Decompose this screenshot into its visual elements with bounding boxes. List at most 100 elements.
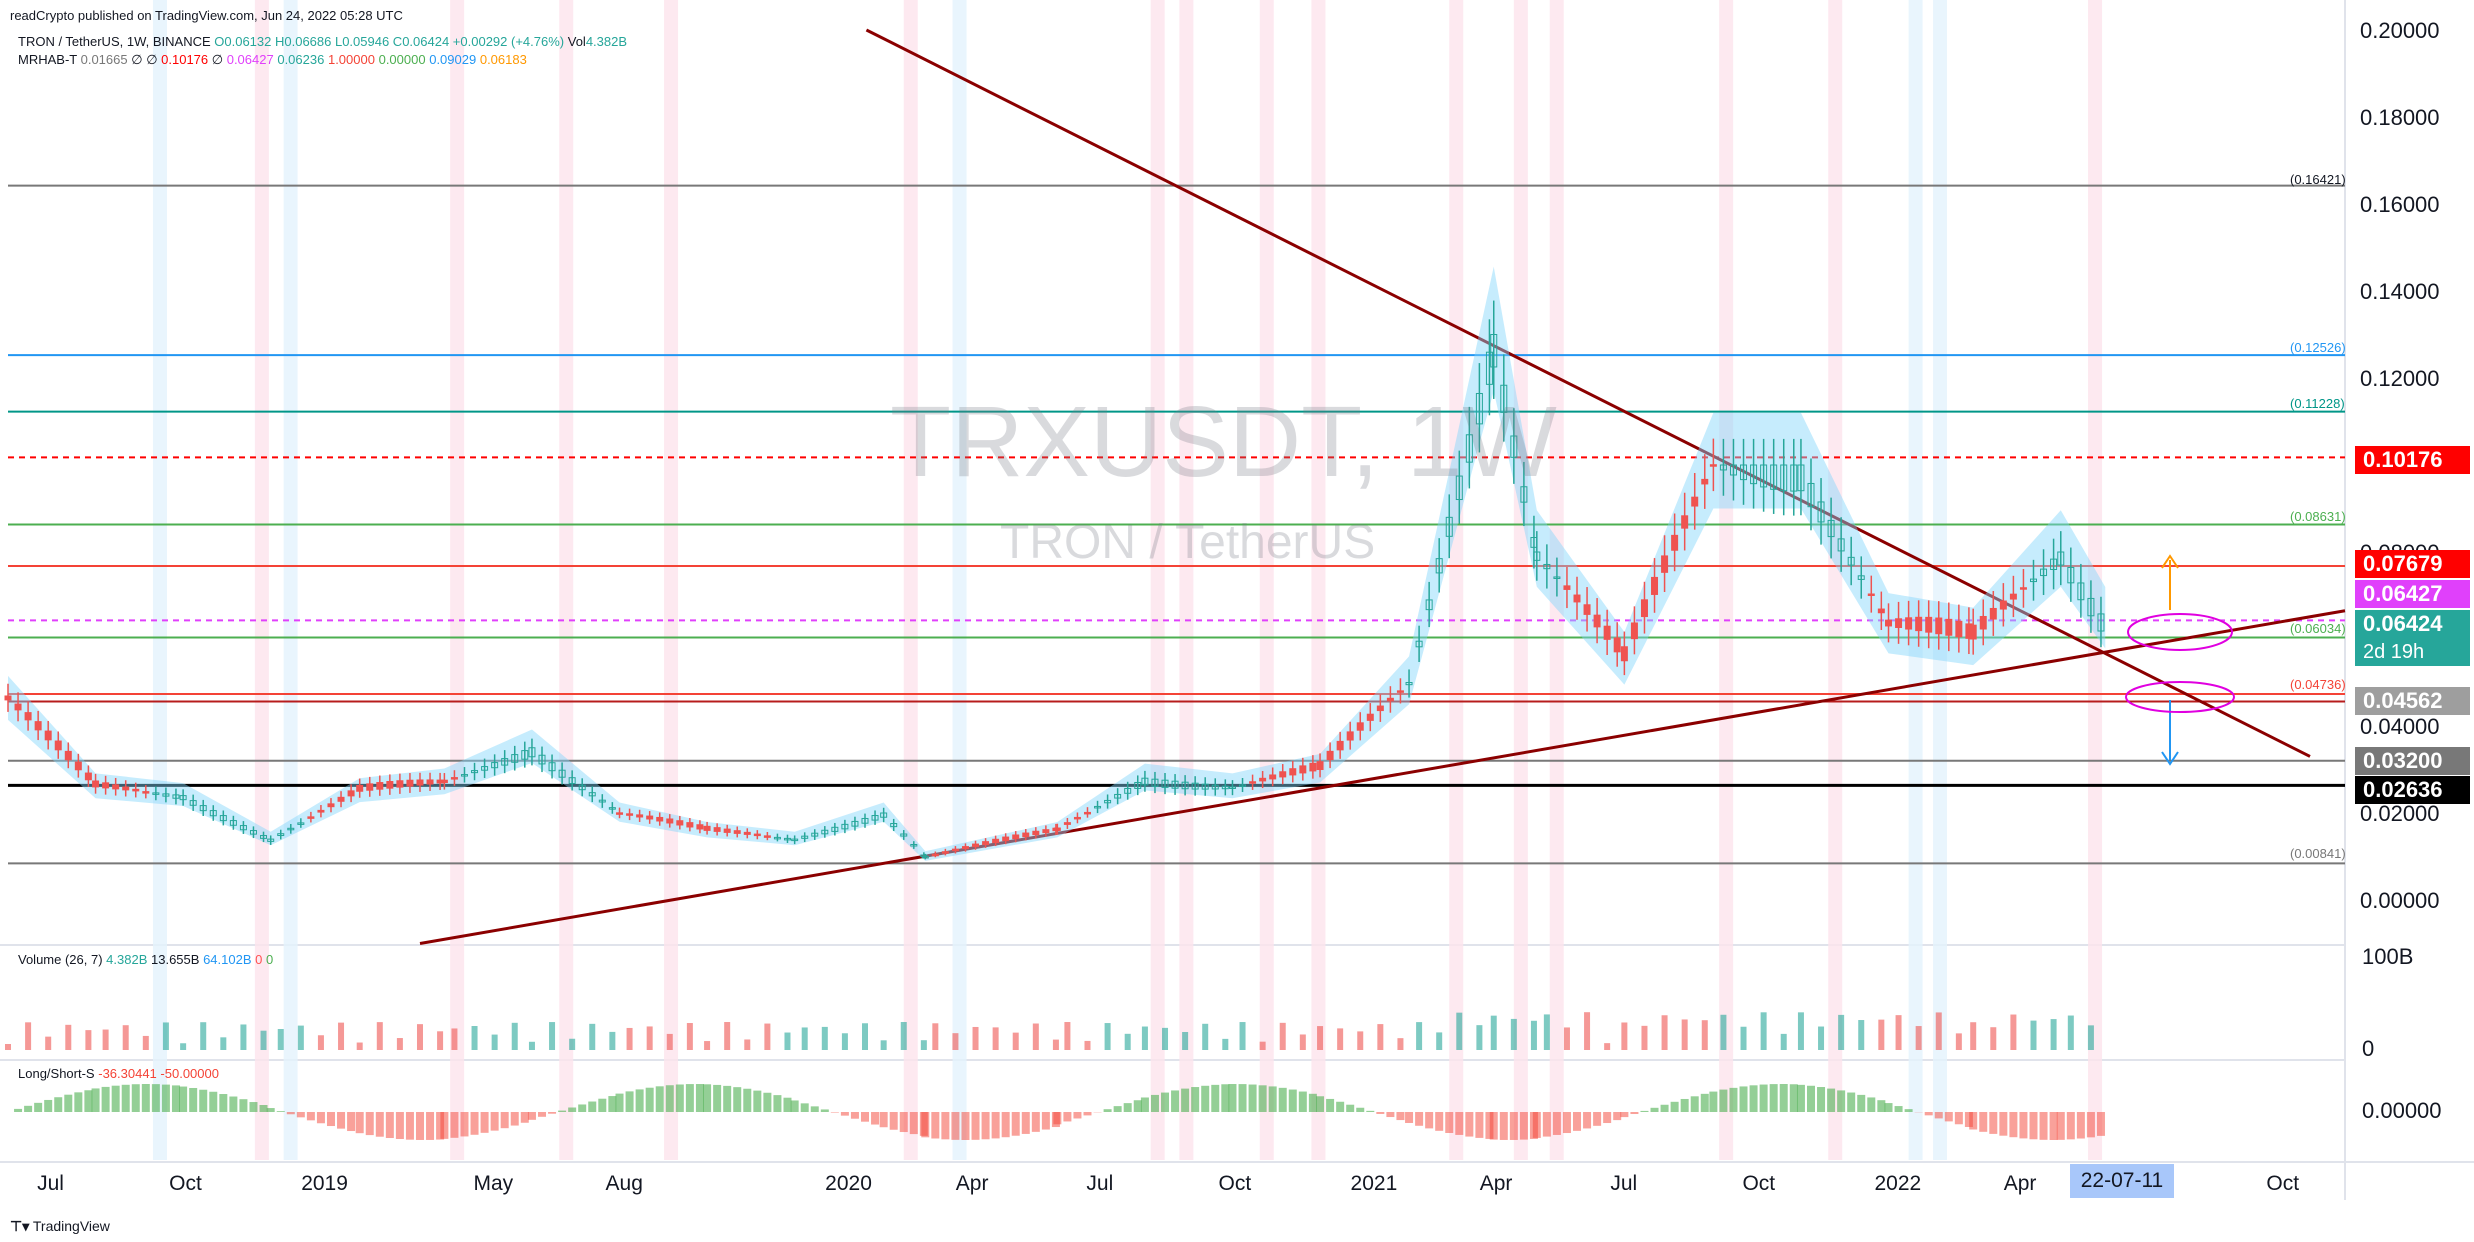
ls-bar-52	[510, 1112, 519, 1126]
candle-body-81	[791, 838, 799, 842]
indicator-value-9: 0.09029	[429, 52, 477, 67]
ls-bar-123	[1191, 1087, 1200, 1112]
volume-bar-76	[744, 1039, 751, 1050]
candle-body-8	[84, 772, 92, 781]
indicator-legend[interactable]: MRHAB-T 0.01665 ∅ ∅ 0.10176 ∅ 0.06427 0.…	[18, 52, 527, 68]
candle-body-31	[307, 816, 315, 819]
ls-bar-114	[1103, 1109, 1112, 1112]
symbol-legend[interactable]: TRON / TetherUS, 1W, BINANCE O0.06132 H0…	[18, 34, 627, 49]
volume-bar-92	[900, 1022, 907, 1050]
volume-bar-78	[764, 1023, 771, 1050]
candle-body-166	[1603, 625, 1611, 640]
ls-bar-46	[450, 1112, 459, 1138]
candle-body-99	[961, 846, 969, 850]
volume-bar-64	[626, 1027, 633, 1050]
ls-bar-190	[1837, 1090, 1846, 1112]
ls-bar-151	[1465, 1112, 1474, 1137]
candle-body-141	[1366, 713, 1374, 721]
candle-body-5	[54, 740, 62, 751]
candle-body-119	[1151, 778, 1159, 787]
candle-body-197	[1905, 617, 1913, 630]
ls-bar-203	[1964, 1112, 1973, 1127]
candle-body-42	[416, 779, 424, 786]
volume-bar-110	[1064, 1022, 1071, 1050]
volume-bar-126	[1222, 1038, 1229, 1050]
ls-bar-168	[1620, 1112, 1629, 1118]
highlight-stripe-7	[952, 0, 967, 1160]
volume-bar-164	[1584, 1012, 1591, 1050]
ls-bar-207	[1999, 1112, 2008, 1136]
volume-bar-14	[142, 1035, 149, 1050]
volume-bar-88	[861, 1023, 868, 1050]
candle-body-170	[1640, 599, 1648, 618]
highlight-stripe-17	[1908, 0, 1923, 1160]
volume-bar-184	[1780, 1033, 1787, 1050]
volume-bar-100	[972, 1026, 979, 1050]
candle-body-168	[1620, 646, 1628, 662]
ls-bar-45	[440, 1112, 449, 1139]
candle-body-54	[528, 747, 536, 758]
candle-body-160	[1543, 563, 1551, 570]
ls-bar-20	[199, 1089, 208, 1112]
ls-bar-142	[1376, 1112, 1385, 1114]
candle-body-14	[142, 791, 150, 794]
ls-pane-legend[interactable]: Long/Short-S -36.30441 -50.00000	[18, 1066, 219, 1081]
candle-body-140	[1356, 722, 1364, 731]
ls-bar-131	[1268, 1086, 1277, 1112]
ls-bar-172	[1660, 1104, 1669, 1112]
ls-bar-194	[1877, 1100, 1886, 1112]
ls-bar-88	[860, 1112, 869, 1122]
indicator-value-8: 0.00000	[378, 52, 426, 67]
candle-body-78	[763, 835, 771, 838]
ls-bar-77	[753, 1090, 762, 1112]
ls-bar-86	[840, 1112, 849, 1116]
ls-bar-13	[131, 1084, 140, 1112]
candle-body-6	[64, 750, 72, 761]
volume-pane-legend[interactable]: Volume (26, 7) 4.382B 13.655B 64.102B 0 …	[18, 952, 273, 967]
ls-bar-91	[889, 1112, 898, 1130]
support-circle-upper	[2127, 613, 2233, 651]
indicator-name: MRHAB-T	[18, 52, 77, 67]
ls-bar-139	[1346, 1104, 1355, 1112]
volume-bar-36	[356, 1042, 363, 1050]
ls-bar-148	[1435, 1112, 1444, 1131]
candle-body-164	[1583, 604, 1591, 615]
ls-bar-80	[783, 1097, 792, 1112]
ls-bar-65	[635, 1089, 644, 1112]
candle-body-39	[386, 781, 394, 789]
candle-body-80	[783, 837, 791, 841]
volume-bar-142	[1377, 1024, 1384, 1050]
volume-bar-120	[1162, 1027, 1169, 1050]
ls-bar-30	[296, 1112, 305, 1118]
fib-label-6: (0.04736)	[2290, 677, 2346, 692]
time-axis-label-13: 2022	[1875, 1172, 1922, 1195]
candle-body-187	[1807, 482, 1815, 508]
price-axis-label-2: 0.16000	[2360, 192, 2440, 217]
ls-bar-16	[161, 1084, 170, 1112]
ls-bar-182	[1759, 1084, 1768, 1112]
fib-label-5: (0.06034)	[2290, 621, 2346, 636]
volume-bar-186	[1797, 1012, 1804, 1050]
ls-bar-71	[695, 1084, 704, 1112]
candle-body-18	[179, 795, 187, 801]
candle-body-180	[1740, 464, 1748, 481]
volume-bar-194	[1878, 1019, 1885, 1050]
candle-body-117	[1134, 781, 1142, 789]
candle-body-73	[713, 827, 721, 832]
volume-bar-162	[1563, 1027, 1570, 1050]
candle-body-36	[356, 784, 364, 792]
ls-bar-37	[365, 1112, 374, 1136]
ls-bar-137	[1326, 1098, 1335, 1112]
ls-bar-211	[2039, 1112, 2048, 1140]
candle-body-214	[2067, 566, 2075, 584]
volume-bar-188	[1818, 1026, 1825, 1050]
time-axis-label-9: 2021	[1351, 1172, 1398, 1195]
volume-bar-50	[491, 1034, 498, 1050]
candle-body-173	[1671, 534, 1679, 551]
price-axis-label-1: 0.18000	[2360, 105, 2440, 130]
time-axis-cursor-label: 22-07-11	[2070, 1164, 2174, 1198]
candle-body-24	[239, 825, 247, 831]
ls-bar-195	[1884, 1103, 1893, 1112]
candle-body-60	[588, 792, 596, 797]
